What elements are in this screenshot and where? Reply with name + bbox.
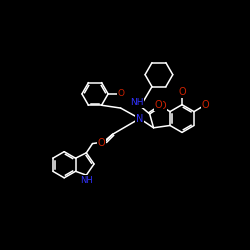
Text: O: O xyxy=(98,138,106,148)
Text: O: O xyxy=(118,90,125,98)
Text: O: O xyxy=(155,100,162,110)
Text: O: O xyxy=(178,87,186,97)
Text: NH: NH xyxy=(80,176,93,185)
Text: N: N xyxy=(136,114,143,124)
Text: O: O xyxy=(159,101,166,111)
Text: NH: NH xyxy=(130,98,143,107)
Text: O: O xyxy=(202,100,209,110)
